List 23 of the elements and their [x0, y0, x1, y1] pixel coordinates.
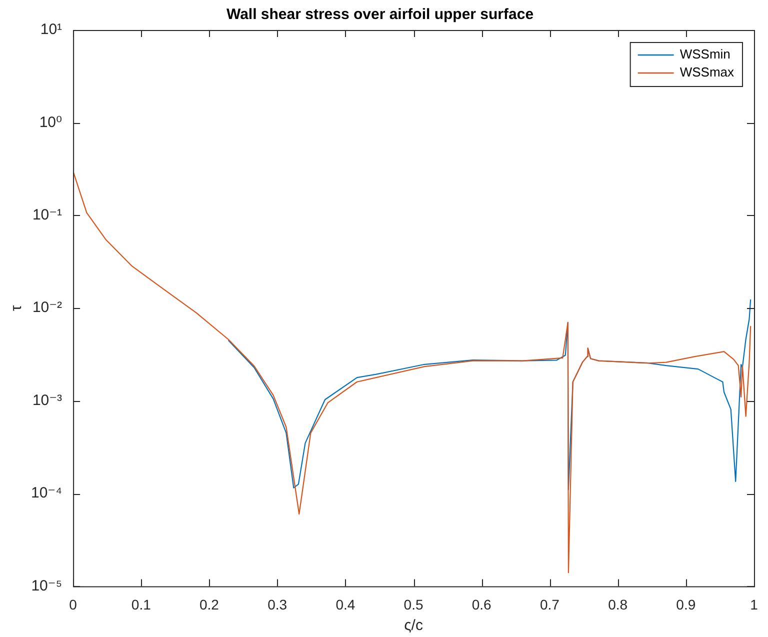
- x-tick-label: 0.5: [404, 596, 424, 612]
- x-tick-label: 0.6: [472, 596, 492, 612]
- y-tick-label: 10¹: [40, 21, 62, 38]
- x-tick-label: 0.9: [676, 596, 696, 612]
- x-tick-label: 0: [69, 596, 78, 612]
- x-axis-title: ς/c: [404, 617, 424, 634]
- y-axis-title: τ: [8, 305, 26, 312]
- x-tick-label: 0.7: [540, 596, 560, 612]
- y-tick-label: 10⁻⁴: [30, 484, 62, 502]
- x-tick-label: 0.3: [268, 596, 288, 612]
- y-tick-label: 10⁰: [39, 114, 62, 131]
- x-tick-label: 0.2: [200, 596, 220, 612]
- y-tick-label: 10⁻²: [32, 299, 62, 316]
- legend-label: WSSmin: [680, 46, 730, 62]
- y-tick-label: 10⁻¹: [32, 206, 62, 224]
- x-tick-label: 0.8: [608, 596, 628, 612]
- y-tick-label: 10⁻⁵: [31, 577, 62, 594]
- y-tick-label: 10⁻³: [32, 392, 62, 409]
- x-tick-label: 0.4: [336, 596, 356, 612]
- chart-title: Wall shear stress over airfoil upper surface: [226, 6, 534, 24]
- x-tick-label: 0.1: [131, 596, 152, 612]
- legend-label: WSSmax: [680, 64, 734, 80]
- x-tick-label: 1: [750, 596, 758, 612]
